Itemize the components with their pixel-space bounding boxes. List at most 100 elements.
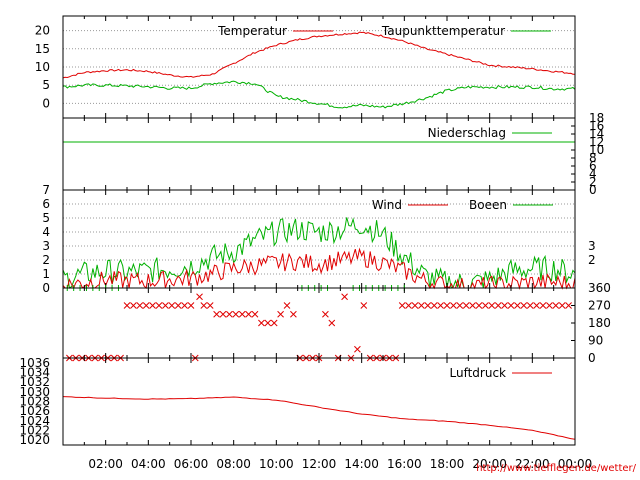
wind-line: [62, 247, 576, 290]
precip-y-tick-label: 0: [589, 183, 597, 197]
legend-niederschlag-label: Niederschlag: [428, 126, 506, 140]
direction-x-marker: [450, 302, 457, 309]
precip-y-tick-label: 4: [589, 167, 597, 181]
wind-y-right-label: 2: [588, 253, 596, 267]
direction-x-marker: [501, 302, 508, 309]
temperature-line: [62, 31, 575, 79]
direction-x-marker: [488, 302, 496, 309]
x-tick-label: 12:00: [302, 457, 337, 471]
temp-y-tick-label: 20: [35, 24, 50, 38]
wind-y-tick-label: 2: [42, 253, 50, 267]
luftdruck-line: [62, 396, 576, 440]
legend-temperatur-label: Temperatur: [217, 24, 287, 38]
direction-x-marker: [264, 319, 272, 327]
x-tick-label: 14:00: [344, 457, 379, 471]
wind-y-right-label: 3: [588, 239, 596, 253]
x-tick-label: 20:00: [472, 457, 507, 471]
direction-x-marker: [187, 302, 195, 309]
legend-luftdruck-label: Luftdruck: [449, 366, 506, 380]
precip-y-tick-label: 16: [589, 119, 604, 133]
pressure-y-tick-label: 1024: [19, 414, 50, 428]
direction-x-marker: [411, 302, 419, 309]
direction-x-marker: [245, 310, 252, 318]
x-tick-label: 04:00: [131, 457, 166, 471]
direction-x-marker: [290, 310, 297, 318]
pressure-y-tick-label: 1030: [19, 385, 50, 399]
pressure-y-tick-label: 1026: [19, 404, 50, 418]
direction-x-marker: [462, 302, 470, 309]
direction-x-marker: [456, 302, 464, 309]
temp-y-tick-label: 10: [35, 60, 50, 74]
direction-x-marker: [546, 302, 553, 309]
direction-x-marker: [482, 302, 489, 309]
direction-x-marker: [424, 302, 432, 309]
direction-x-marker: [437, 302, 444, 309]
direction-x-marker: [251, 310, 259, 318]
direction-x-marker: [552, 302, 560, 309]
direction-x-marker: [219, 310, 227, 318]
precip-y-tick-label: 14: [589, 127, 604, 141]
direction-x-marker: [232, 310, 240, 318]
legend-taupunkt-label: Taupunkttemperatur: [381, 24, 505, 38]
x-tick-label: 10:00: [259, 457, 294, 471]
direction-x-marker: [142, 302, 150, 309]
direction-x-marker: [168, 302, 176, 309]
wind-y-tick-label: 4: [42, 225, 50, 239]
precip-y-tick-label: 8: [589, 151, 597, 165]
direction-x-marker: [354, 345, 361, 353]
direction-x-marker: [398, 302, 406, 309]
legend-boeen-label: Boeen: [469, 198, 507, 212]
direction-x-marker: [328, 319, 336, 327]
direction-x-marker: [162, 302, 169, 309]
direction-x-marker: [206, 302, 214, 309]
pressure-y-tick-label: 1022: [19, 424, 50, 438]
x-tick-label: 16:00: [387, 457, 422, 471]
direction-x-marker: [418, 302, 425, 309]
direction-x-marker: [430, 302, 438, 309]
direction-x-marker: [174, 302, 182, 309]
pressure-y-tick-label: 1020: [19, 433, 50, 447]
direction-x-marker: [526, 302, 534, 309]
precip-y-tick-label: 6: [589, 159, 597, 173]
precip-y-tick-label: 12: [589, 135, 604, 149]
dir-y-right-label: 270: [588, 299, 611, 313]
x-tick-label: 08:00: [216, 457, 251, 471]
x-tick-label: 18:00: [430, 457, 465, 471]
direction-x-marker: [155, 302, 163, 309]
precip-y-tick-label: 10: [589, 143, 604, 157]
direction-x-marker: [200, 302, 208, 309]
precip-y-tick-label: 2: [589, 175, 597, 189]
direction-x-marker: [475, 302, 483, 309]
dir-y-right-label: 0: [588, 351, 596, 365]
direction-x-marker: [283, 302, 291, 309]
boeen-line: [62, 217, 576, 289]
direction-x-marker: [507, 302, 515, 309]
wind-y-tick-label: 7: [42, 183, 50, 197]
direction-x-marker: [196, 293, 203, 301]
direction-x-marker: [360, 302, 368, 309]
x-tick-label: 00:00: [558, 457, 593, 471]
dir-y-right-label: 90: [588, 334, 603, 348]
pressure-y-tick-label: 1032: [19, 375, 50, 389]
wind-y-tick-label: 1: [42, 267, 50, 281]
dir-panel-frame: [62, 287, 576, 359]
pressure-y-tick-label: 1028: [19, 395, 50, 409]
pressure-y-tick-label: 1036: [19, 356, 50, 370]
direction-x-marker: [123, 302, 131, 309]
direction-x-marker: [514, 302, 521, 309]
direction-x-marker: [443, 302, 451, 309]
direction-x-marker: [270, 319, 278, 327]
direction-x-marker: [322, 310, 329, 318]
dir-y-right-label: 360: [588, 281, 611, 295]
direction-x-marker: [181, 302, 188, 309]
footer-url[interactable]: http://www.tiefflegen.de/wetter/: [476, 463, 636, 474]
pressure-panel-frame: [62, 357, 576, 446]
direction-x-marker: [277, 310, 284, 318]
wind-y-tick-label: 0: [42, 281, 50, 295]
wind-y-tick-label: 6: [42, 197, 50, 211]
direction-x-marker: [226, 310, 233, 318]
legend-wind-label: Wind: [372, 198, 402, 212]
direction-x-marker: [558, 302, 566, 309]
direction-x-marker: [520, 302, 528, 309]
